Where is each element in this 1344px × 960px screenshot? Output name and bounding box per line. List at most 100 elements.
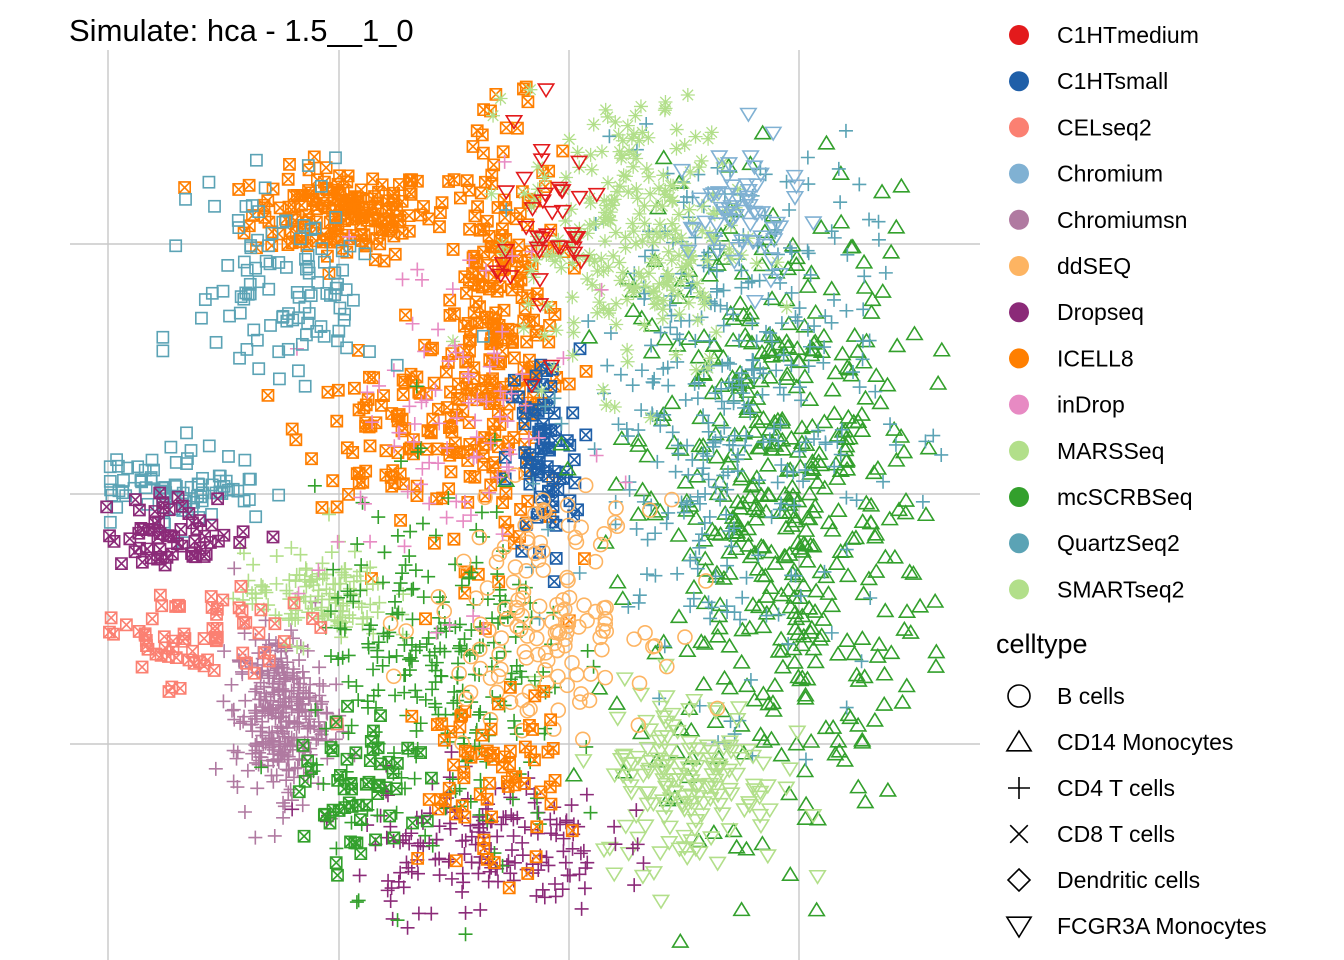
data-point (672, 163, 691, 179)
data-point (640, 532, 655, 547)
data-point (841, 709, 860, 725)
data-point (361, 636, 376, 651)
data-point (709, 700, 726, 717)
data-point (827, 459, 842, 474)
data-point (533, 194, 552, 210)
data-point (665, 434, 684, 450)
data-point (590, 305, 605, 320)
data-point (531, 159, 546, 174)
data-point (701, 472, 716, 487)
data-point (709, 264, 724, 279)
data-point (671, 757, 691, 773)
data-point (528, 192, 543, 207)
data-point (346, 594, 361, 609)
data-point (531, 298, 550, 314)
data-point (600, 841, 619, 857)
data-point (647, 297, 662, 312)
data-point (156, 344, 170, 358)
data-point (761, 273, 781, 289)
data-point (331, 278, 344, 291)
data-point (226, 774, 241, 789)
data-point (180, 457, 193, 470)
legend-key-mcscrbseq (1009, 487, 1029, 507)
data-point (331, 334, 344, 348)
data-point (692, 496, 707, 511)
data-point (265, 239, 279, 253)
data-point (255, 720, 270, 735)
data-point (347, 381, 361, 395)
data-point (254, 603, 268, 617)
data-point (565, 290, 580, 305)
data-point (444, 465, 458, 479)
data-point (499, 121, 513, 135)
data-point (393, 576, 408, 591)
data-point (234, 290, 248, 304)
data-point (731, 294, 750, 310)
data-point (482, 711, 499, 728)
data-point (516, 321, 531, 336)
data-point (597, 234, 612, 249)
data-point (643, 186, 658, 201)
data-point (587, 187, 606, 203)
data-point (366, 662, 381, 677)
data-point (469, 522, 484, 537)
data-point (131, 460, 145, 474)
legend-key-icell8 (1009, 348, 1029, 369)
data-point (529, 850, 543, 864)
data-point (749, 598, 769, 614)
data-point (801, 246, 816, 261)
data-point (281, 172, 295, 186)
data-point (186, 644, 199, 658)
data-point (730, 182, 745, 197)
data-point (315, 501, 329, 514)
data-point (752, 344, 772, 359)
data-point (255, 579, 270, 594)
data-point (173, 681, 187, 695)
data-point (668, 347, 683, 362)
data-point (561, 589, 578, 606)
data-point (629, 505, 648, 521)
data-point (341, 648, 356, 663)
data-point (636, 819, 655, 835)
data-point (739, 536, 758, 552)
data-point (725, 380, 740, 395)
data-point (581, 692, 598, 709)
data-point (706, 206, 721, 221)
data-point (488, 456, 502, 470)
data-point (708, 627, 727, 643)
data-point (661, 505, 676, 520)
data-point (651, 743, 670, 759)
data-point (738, 190, 758, 206)
data-point (608, 115, 623, 130)
data-point (707, 564, 727, 580)
data-point (401, 741, 415, 755)
data-point (342, 796, 356, 810)
data-point (302, 307, 316, 320)
data-point (501, 270, 520, 286)
legend-key-quartzseq2 (1009, 533, 1029, 554)
data-point (656, 715, 676, 731)
data-point (747, 496, 766, 512)
data-point (205, 508, 218, 521)
data-point (694, 327, 714, 343)
data-point (631, 687, 651, 703)
data-point (169, 239, 183, 253)
data-point (529, 615, 545, 632)
data-point (305, 452, 318, 466)
data-point (480, 792, 494, 806)
data-point (477, 103, 490, 117)
data-point (706, 713, 725, 729)
data-point (792, 380, 807, 395)
data-point (295, 697, 310, 712)
data-point (826, 745, 845, 761)
data-point (720, 558, 735, 573)
data-point (587, 216, 602, 231)
data-point (741, 150, 760, 166)
data-point (435, 196, 449, 210)
data-point (278, 670, 293, 685)
data-point (513, 664, 528, 679)
data-point (797, 436, 816, 451)
data-point (894, 443, 914, 459)
